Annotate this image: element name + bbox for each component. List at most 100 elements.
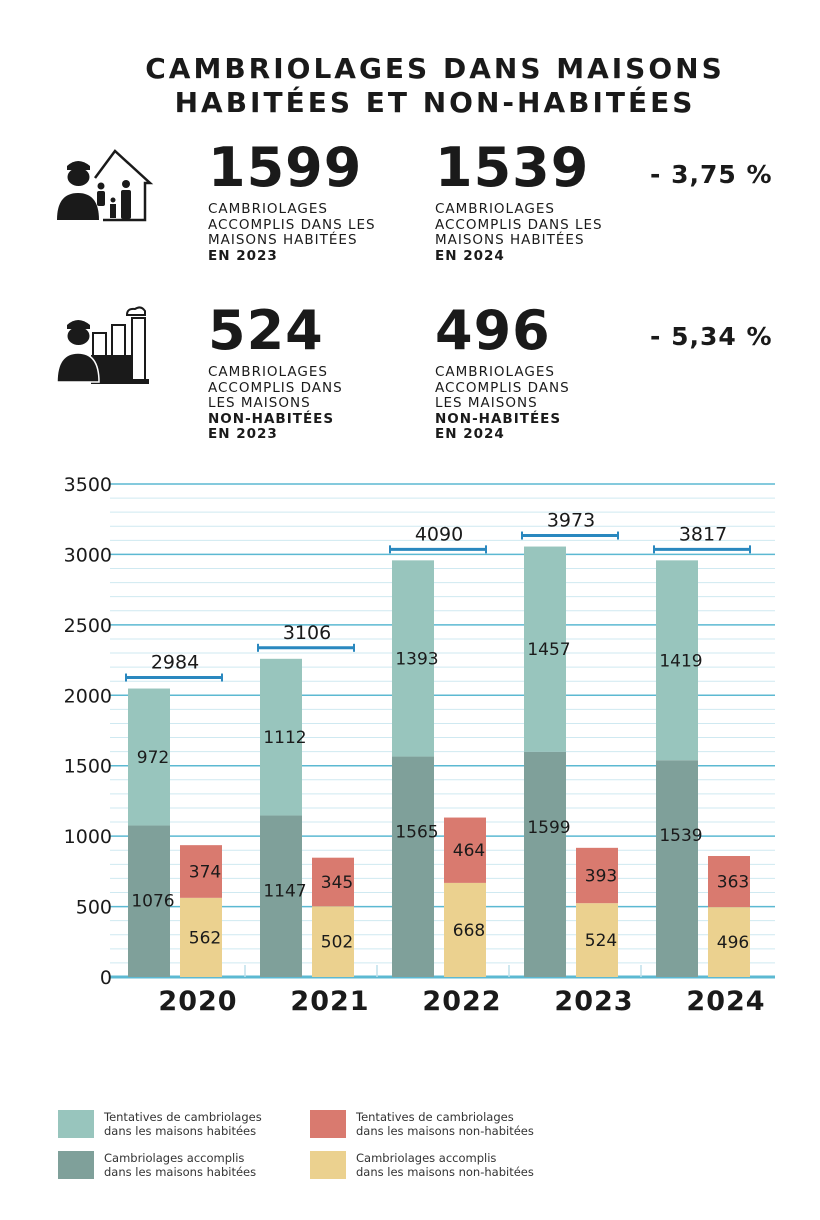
- data-label: 1565: [395, 823, 438, 843]
- stat-label-year: EN 2023: [208, 426, 278, 442]
- stat-label: CAMBRIOLAGES ACCOMPLIS DANS LES MAISONS …: [435, 364, 570, 443]
- stat-label: CAMBRIOLAGES ACCOMPLIS DANS LES MAISONS …: [208, 201, 376, 264]
- stat-label-line: LES MAISONS: [435, 395, 538, 411]
- data-label: 524: [585, 931, 617, 951]
- y-tick-label: 2500: [64, 615, 112, 637]
- data-label: 464: [453, 841, 485, 861]
- bar-tentatives-non-habitees: [708, 856, 750, 908]
- stacked-bar-chart: 0 500 1000 1500 2000 2500 3000 3500 1076 972 562 37…: [64, 474, 775, 1017]
- bar-accomplis-habitees: [392, 756, 434, 977]
- stat-number: 496: [435, 299, 551, 362]
- x-tick-label: 2020: [158, 986, 237, 1017]
- stat-label-line: ACCOMPLIS DANS LES: [435, 216, 603, 233]
- stat-label-line: ACCOMPLIS DANS: [435, 379, 570, 396]
- bar-accomplis-non-habitees: [708, 907, 750, 977]
- x-tick-label: 2021: [290, 986, 369, 1017]
- bar-accomplis-habitees: [128, 825, 170, 977]
- data-label: 1147: [263, 881, 306, 901]
- x-tick-label: 2023: [554, 986, 633, 1017]
- total-label: 2984: [151, 652, 199, 674]
- stat-number: 1539: [435, 136, 590, 199]
- data-label: 374: [189, 862, 221, 882]
- bar-tentatives-non-habitees: [444, 817, 486, 883]
- change-habitees: - 3,75 %: [650, 160, 773, 189]
- bar-tentatives-habitees: [656, 560, 698, 761]
- stat-non-habitees-2024: 496 CAMBRIOLAGES ACCOMPLIS DANS LES MAIS…: [435, 303, 570, 443]
- bar-tentatives-non-habitees: [576, 847, 618, 904]
- stat-label-line: LES MAISONS: [208, 395, 311, 411]
- legend-label: Tentatives de cambriolages: [104, 1110, 262, 1124]
- stat-number: 1599: [208, 136, 363, 199]
- bar-tentatives-non-habitees: [180, 845, 222, 898]
- stat-label-line: CAMBRIOLAGES: [208, 201, 328, 217]
- stat-label-year: EN 2024: [435, 247, 505, 264]
- stat-label-bold: NON-HABITÉES: [435, 410, 562, 427]
- total-label: 4090: [415, 523, 463, 545]
- legend-label: Tentatives de cambriolages: [356, 1110, 514, 1124]
- stat-label-line: MAISONS HABITÉES: [208, 232, 358, 248]
- legend-label: dans les maisons habitées: [104, 1165, 257, 1179]
- y-tick-label: 1500: [64, 756, 112, 778]
- data-label: 496: [717, 933, 749, 953]
- data-label: 502: [321, 933, 353, 953]
- data-label: 1539: [659, 826, 702, 846]
- y-tick-label: 0: [100, 967, 112, 989]
- data-label: 668: [453, 921, 485, 941]
- legend-item: Cambriolages accomplis dans les maisons h…: [58, 1151, 256, 1179]
- bar-accomplis-habitees: [260, 815, 302, 977]
- data-label: 972: [137, 748, 169, 768]
- data-label: 1112: [263, 728, 306, 748]
- legend-swatch: [58, 1110, 94, 1138]
- y-tick-label: 2000: [64, 685, 112, 707]
- legend-item: Cambriolages accomplis dans les maisons n…: [310, 1151, 534, 1179]
- legend-swatch: [310, 1110, 346, 1138]
- stat-number: 524: [208, 299, 324, 362]
- stat-label-line: MAISONS HABITÉES: [435, 232, 585, 248]
- legend-label: Cambriolages accomplis: [104, 1151, 245, 1165]
- data-label: 1393: [395, 649, 438, 669]
- change-non-habitees: - 5,34 %: [650, 322, 773, 351]
- data-label: 393: [585, 867, 617, 887]
- data-label: 363: [717, 873, 749, 893]
- data-label: 1419: [659, 651, 702, 671]
- legend-label: Cambriolages accomplis: [356, 1151, 497, 1165]
- data-label: 1076: [131, 891, 174, 911]
- burglar-family-house-icon: [57, 149, 154, 222]
- data-label: 345: [321, 873, 353, 893]
- y-tick-label: 1000: [64, 826, 112, 848]
- bar-tentatives-habitees: [524, 546, 566, 752]
- legend-label: dans les maisons non-habitées: [356, 1124, 534, 1138]
- total-label: 3817: [679, 523, 727, 545]
- stat-habitees-2024: 1539 CAMBRIOLAGES ACCOMPLIS DANS LES MAI…: [435, 140, 603, 264]
- y-tick-label: 500: [76, 897, 112, 919]
- data-label: 562: [189, 928, 221, 948]
- stat-label: CAMBRIOLAGES ACCOMPLIS DANS LES MAISONS …: [435, 201, 603, 264]
- burglar-factory-icon: [56, 306, 149, 384]
- bar-tentatives-habitees: [128, 688, 170, 826]
- x-tick-label: 2022: [422, 986, 501, 1017]
- legend-swatch: [58, 1151, 94, 1179]
- stat-label-bold: NON-HABITÉES: [208, 410, 335, 427]
- stat-label-line: CAMBRIOLAGES: [435, 201, 555, 217]
- legend-label: dans les maisons habitées: [104, 1124, 257, 1138]
- bar-accomplis-habitees: [524, 751, 566, 977]
- legend-item: Tentatives de cambriolages dans les maiso…: [58, 1110, 262, 1138]
- bar-accomplis-non-habitees: [180, 897, 222, 977]
- bar-accomplis-non-habitees: [444, 882, 486, 977]
- bar-accomplis-habitees: [656, 760, 698, 977]
- data-label: 1457: [527, 640, 570, 660]
- stat-label-line: ACCOMPLIS DANS: [208, 379, 343, 396]
- bar-accomplis-non-habitees: [312, 906, 354, 977]
- bar-tentatives-non-habitees: [312, 857, 354, 907]
- stat-label-line: CAMBRIOLAGES: [435, 364, 555, 380]
- stat-label-year: EN 2024: [435, 426, 505, 442]
- x-tick-label: 2024: [686, 986, 765, 1017]
- stat-non-habitees-2023: 524 CAMBRIOLAGES ACCOMPLIS DANS LES MAIS…: [208, 303, 343, 443]
- y-tick-label: 3500: [64, 474, 112, 496]
- legend-label: dans les maisons non-habitées: [356, 1165, 534, 1179]
- y-tick-label: 3000: [64, 544, 112, 566]
- bar-accomplis-non-habitees: [576, 903, 618, 977]
- title-line-1: CAMBRIOLAGES DANS MAISONS: [145, 52, 725, 85]
- total-label: 3106: [283, 622, 331, 644]
- stat-label-line: CAMBRIOLAGES: [208, 364, 328, 380]
